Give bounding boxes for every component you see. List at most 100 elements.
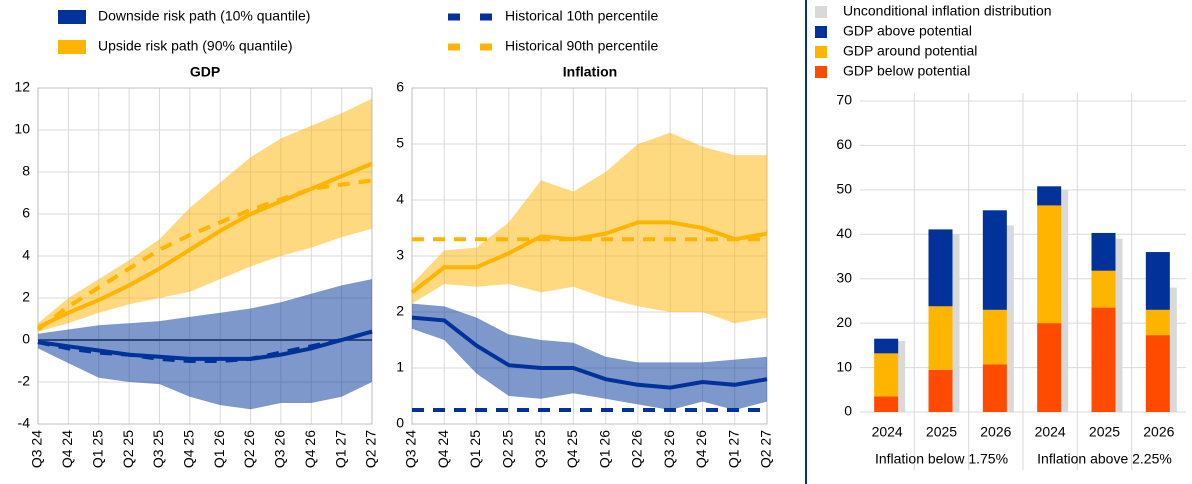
legend-label: GDP above potential <box>843 23 972 39</box>
legend-label: Historical 10th percentile <box>505 8 659 24</box>
y-tick-label: 20 <box>836 314 852 330</box>
x-tick-label: Q3 25 <box>150 430 166 468</box>
y-tick-label: 4 <box>22 247 30 263</box>
x-tick-label: Q2 27 <box>758 430 774 468</box>
bar-segment <box>1037 323 1062 412</box>
bar-segment <box>1037 186 1062 206</box>
y-tick-label: 30 <box>836 269 852 285</box>
bar-segment <box>1145 335 1170 412</box>
y-tick-label: 5 <box>396 135 404 151</box>
x-tick-label: Q3 25 <box>532 430 548 468</box>
x-tick-label: Q1 26 <box>596 430 612 468</box>
x-tick-label: Q4 26 <box>302 430 318 468</box>
y-tick-label: 4 <box>396 191 404 207</box>
bar-segment <box>874 353 899 397</box>
legend-label: Historical 90th percentile <box>505 38 659 54</box>
y-tick-label: 2 <box>22 289 30 305</box>
x-tick-label: 2024 <box>1035 424 1066 440</box>
risk-band <box>412 303 767 410</box>
y-tick-label: 6 <box>22 205 30 221</box>
chart-title: Inflation <box>563 64 617 80</box>
y-tick-label: 0 <box>396 415 404 431</box>
y-tick-label: 6 <box>396 79 404 95</box>
y-tick-label: 0 <box>844 403 852 419</box>
bar-segment <box>874 396 899 412</box>
bar-segment <box>928 306 953 370</box>
x-tick-label: 2025 <box>1089 424 1120 440</box>
risk-path <box>37 161 373 330</box>
y-tick-label: 2 <box>396 303 404 319</box>
risk-band <box>38 98 372 332</box>
bar-segment <box>1037 205 1062 324</box>
legend-swatch <box>815 6 827 18</box>
legend-swatch <box>815 26 827 38</box>
legend-label: GDP around potential <box>843 43 977 59</box>
bar-segment <box>928 229 953 307</box>
x-tick-label: 2024 <box>872 424 903 440</box>
bar-segment <box>1091 270 1116 308</box>
x-tick-label: 2026 <box>1143 424 1174 440</box>
historical-line <box>36 178 373 332</box>
x-tick-label: Q1 27 <box>725 430 741 468</box>
y-tick-label: 50 <box>836 181 852 197</box>
x-tick-label: Q3 26 <box>272 430 288 468</box>
legend-swatch <box>58 10 86 24</box>
bar-segment <box>1091 307 1116 412</box>
historical-line <box>37 329 373 363</box>
x-tick-label: Q1 26 <box>211 430 227 468</box>
x-tick-label: Q2 26 <box>629 430 645 468</box>
x-tick-label: 2026 <box>980 424 1011 440</box>
x-tick-label: Q2 27 <box>363 430 379 468</box>
plot-frame <box>37 87 373 425</box>
x-tick-label: Q2 25 <box>500 430 516 468</box>
x-tick-label: Q1 27 <box>332 430 348 468</box>
bar-segment <box>982 210 1007 310</box>
bar-segment <box>1145 309 1170 336</box>
risk-path <box>411 315 768 390</box>
y-tick-label: -2 <box>18 373 31 389</box>
y-tick-label: 10 <box>14 121 30 137</box>
legend-label: Downside risk path (10% quantile) <box>98 8 310 24</box>
x-tick-label: Q1 25 <box>467 430 483 468</box>
y-tick-label: 0 <box>22 331 30 347</box>
bar-segment <box>874 338 899 354</box>
legend-label: GDP below potential <box>843 63 970 79</box>
legend-label: Upside risk path (90% quantile) <box>98 38 293 54</box>
bar-segment <box>1145 252 1170 310</box>
x-tick-label: Q1 25 <box>89 430 105 468</box>
y-tick-label: 40 <box>836 225 852 241</box>
x-tick-label: Q2 26 <box>241 430 257 468</box>
x-tick-label: Q3 26 <box>661 430 677 468</box>
x-tick-label: Q4 24 <box>435 430 451 468</box>
x-tick-label: Q4 24 <box>59 430 75 468</box>
x-tick-label: 2025 <box>926 424 957 440</box>
y-tick-label: 8 <box>22 163 30 179</box>
risk-band <box>38 279 372 410</box>
bar-segment <box>982 309 1007 365</box>
x-tick-label: Q3 24 <box>29 430 45 468</box>
x-tick-label: Q4 26 <box>693 430 709 468</box>
y-tick-label: -4 <box>18 415 31 431</box>
risk-band <box>412 132 767 324</box>
chart-title: GDP <box>190 64 220 80</box>
risk-path <box>410 220 768 294</box>
bar-segment <box>928 369 953 412</box>
group-label: Inflation above 2.25% <box>1037 451 1172 467</box>
y-tick-label: 10 <box>836 358 852 374</box>
bar-segment <box>1091 232 1116 271</box>
legend-swatch <box>815 66 827 78</box>
legend-swatch <box>815 46 827 58</box>
legend-swatch <box>58 40 86 54</box>
x-tick-label: Q4 25 <box>181 430 197 468</box>
y-tick-label: 60 <box>836 136 852 152</box>
group-label: Inflation below 1.75% <box>875 451 1008 467</box>
y-tick-label: 1 <box>396 359 404 375</box>
x-tick-label: Q4 25 <box>564 430 580 468</box>
legend-label: Unconditional inflation distribution <box>843 3 1052 19</box>
y-tick-label: 12 <box>14 79 30 95</box>
x-tick-label: Q2 25 <box>120 430 136 468</box>
x-tick-label: Q3 24 <box>403 430 419 468</box>
y-tick-label: 3 <box>396 247 404 263</box>
bar-segment <box>982 364 1007 412</box>
